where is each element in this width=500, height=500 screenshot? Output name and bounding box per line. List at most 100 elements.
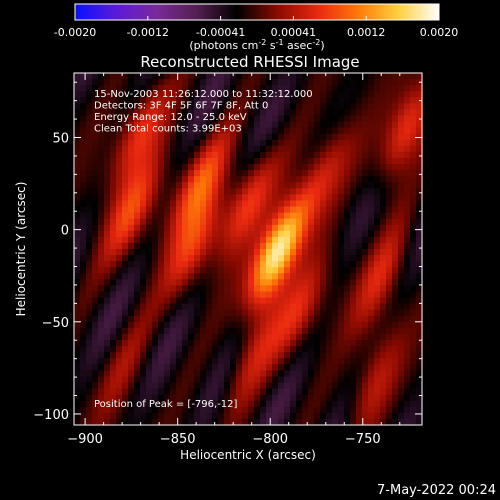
heatmap-cell bbox=[302, 382, 309, 390]
heatmap-cell bbox=[290, 97, 297, 104]
heatmap-cell bbox=[200, 279, 207, 287]
heatmap-cell bbox=[152, 103, 159, 111]
heatmap-cell bbox=[398, 297, 405, 305]
heatmap-cell bbox=[344, 157, 351, 165]
heatmap-cell bbox=[308, 327, 315, 335]
heatmap-cell bbox=[110, 200, 117, 208]
heatmap-cell bbox=[350, 388, 357, 396]
heatmap-cell bbox=[308, 303, 315, 311]
heatmap-cell bbox=[278, 346, 285, 353]
heatmap-cell bbox=[236, 230, 243, 238]
heatmap-cell bbox=[278, 97, 285, 104]
heatmap-cell bbox=[230, 358, 237, 365]
heatmap-cell bbox=[356, 418, 363, 426]
heatmap-cell bbox=[278, 242, 285, 250]
heatmap-cell bbox=[74, 85, 81, 92]
heatmap-cell bbox=[74, 242, 81, 250]
heatmap-cell bbox=[416, 151, 423, 159]
heatmap-cell bbox=[218, 382, 225, 390]
heatmap-cell bbox=[110, 406, 117, 414]
heatmap-cell bbox=[146, 370, 153, 378]
heatmap-cell bbox=[386, 91, 393, 98]
heatmap-cell bbox=[110, 382, 117, 390]
heatmap-cell bbox=[152, 170, 159, 177]
heatmap-cell bbox=[170, 127, 177, 135]
heatmap-cell bbox=[314, 182, 321, 189]
heatmap-cell bbox=[122, 285, 129, 293]
heatmap-cell bbox=[308, 79, 315, 86]
heatmap-cell bbox=[98, 139, 105, 147]
heatmap-cell bbox=[206, 188, 213, 195]
heatmap-cell bbox=[86, 370, 93, 378]
heatmap-cell bbox=[224, 382, 231, 390]
heatmap-cell bbox=[122, 206, 129, 214]
heatmap-cell bbox=[326, 261, 333, 268]
heatmap-cell bbox=[308, 352, 315, 359]
heatmap-cell bbox=[128, 249, 135, 256]
heatmap-cell bbox=[98, 279, 105, 287]
heatmap-cell bbox=[128, 261, 135, 268]
heatmap-cell bbox=[206, 176, 213, 183]
heatmap-cell bbox=[206, 418, 213, 426]
heatmap-cell bbox=[194, 303, 201, 311]
heatmap-cell bbox=[230, 249, 237, 256]
heatmap-cell bbox=[308, 236, 315, 244]
heatmap-cell bbox=[296, 170, 303, 177]
heatmap-cell bbox=[194, 370, 201, 378]
heatmap-cell bbox=[302, 400, 309, 408]
heatmap-cell bbox=[212, 194, 219, 202]
heatmap-cell bbox=[386, 170, 393, 177]
heatmap-cell bbox=[92, 230, 99, 238]
heatmap-cell bbox=[296, 309, 303, 317]
heatmap-cell bbox=[92, 394, 99, 402]
heatmap-cell bbox=[134, 352, 141, 359]
heatmap-cell bbox=[326, 139, 333, 147]
heatmap-cell bbox=[188, 352, 195, 359]
heatmap-cell bbox=[236, 309, 243, 317]
heatmap-cell bbox=[272, 255, 279, 262]
heatmap-cell bbox=[278, 382, 285, 390]
heatmap-cell bbox=[356, 200, 363, 208]
heatmap-cell bbox=[314, 297, 321, 305]
colorbar-tick-label: 0.0020 bbox=[420, 26, 459, 39]
heatmap-cell bbox=[254, 145, 261, 153]
heatmap-cell bbox=[374, 249, 381, 256]
heatmap-cell bbox=[110, 91, 117, 98]
heatmap-cell bbox=[152, 133, 159, 141]
heatmap-cell bbox=[182, 188, 189, 195]
heatmap-cell bbox=[80, 249, 87, 256]
heatmap-cell bbox=[404, 133, 411, 141]
heatmap-cell bbox=[230, 242, 237, 250]
heatmap-cell bbox=[242, 242, 249, 250]
heatmap-cell bbox=[158, 170, 165, 177]
heatmap-cell bbox=[296, 315, 303, 323]
heatmap-cell bbox=[404, 85, 411, 92]
heatmap-cell bbox=[146, 79, 153, 86]
heatmap-cell bbox=[158, 73, 165, 80]
heatmap-cell bbox=[122, 127, 129, 135]
heatmap-cell bbox=[146, 103, 153, 111]
heatmap-cell bbox=[146, 194, 153, 202]
heatmap-cell bbox=[224, 182, 231, 189]
heatmap-cell bbox=[362, 297, 369, 305]
heatmap-cell bbox=[242, 218, 249, 226]
heatmap-cell bbox=[98, 327, 105, 335]
heatmap-cell bbox=[110, 97, 117, 104]
heatmap-cell bbox=[386, 182, 393, 189]
heatmap-cell bbox=[302, 151, 309, 159]
heatmap-cell bbox=[164, 285, 171, 293]
heatmap-cell bbox=[194, 249, 201, 256]
heatmap-cell bbox=[188, 327, 195, 335]
heatmap-cell bbox=[284, 139, 291, 147]
heatmap-cell bbox=[248, 364, 255, 371]
heatmap-cell bbox=[272, 206, 279, 214]
heatmap-cell bbox=[326, 333, 333, 341]
heatmap-cell bbox=[380, 97, 387, 104]
heatmap-cell bbox=[122, 151, 129, 159]
heatmap-cell bbox=[266, 97, 273, 104]
heatmap-cell bbox=[92, 109, 99, 117]
heatmap-cell bbox=[74, 230, 81, 238]
heatmap-cell bbox=[92, 346, 99, 353]
heatmap-cell bbox=[206, 151, 213, 159]
